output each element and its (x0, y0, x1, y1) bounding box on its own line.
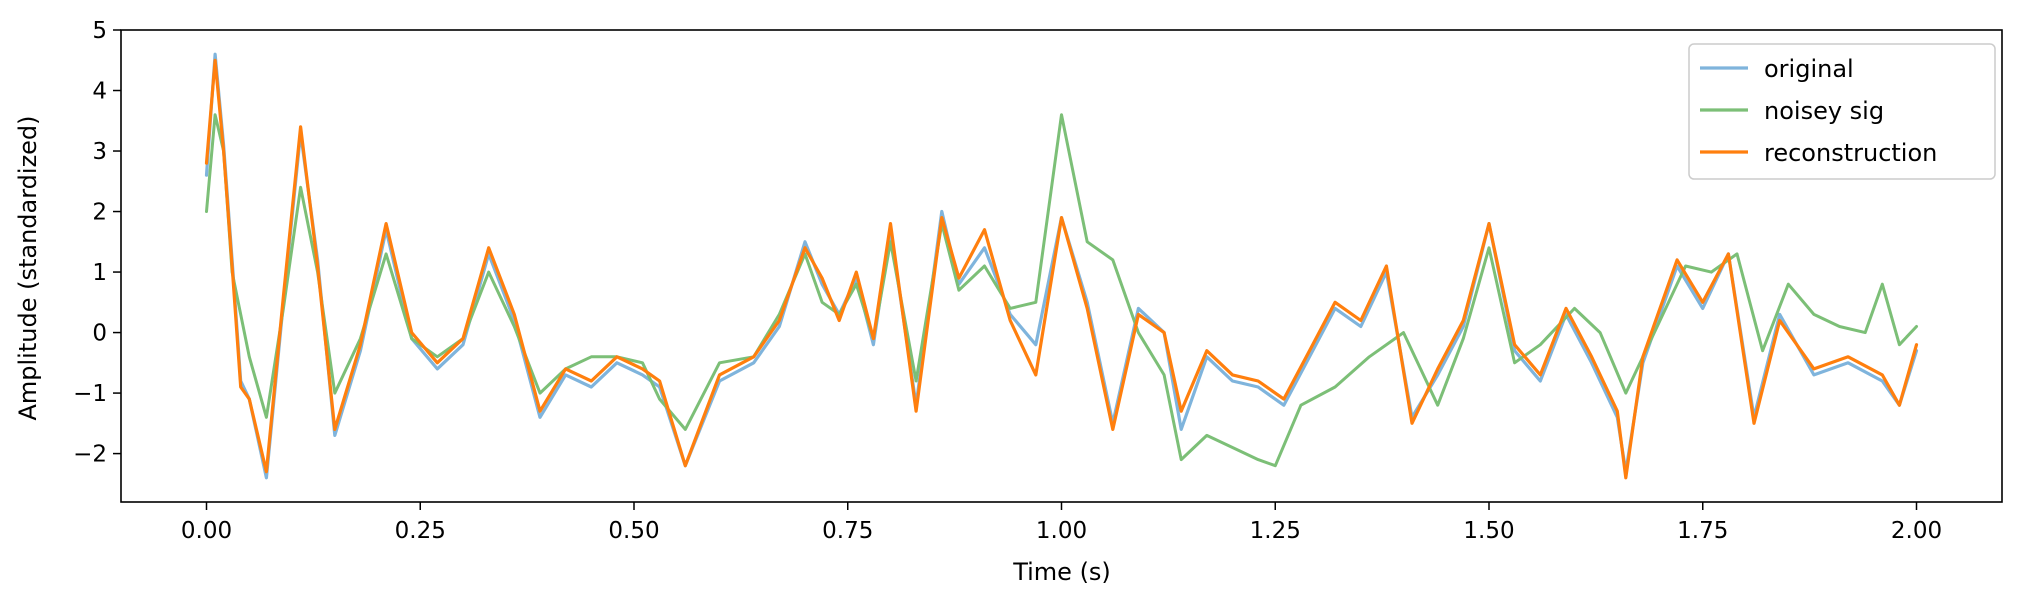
x-tick-label: 0.00 (181, 518, 232, 544)
x-tick-label: 1.75 (1677, 518, 1728, 544)
x-axis: 0.00 0.25 0.50 0.75 1.00 1.25 1.50 1.75 2.00 (181, 502, 1942, 544)
y-tick-label: −2 (73, 442, 107, 468)
y-tick-label: 3 (92, 139, 107, 165)
series-line-reconstruction (204, 58, 1919, 480)
x-tick-label: 0.50 (608, 518, 659, 544)
x-tick-label: 0.75 (822, 518, 873, 544)
x-tick-label: 0.25 (395, 518, 446, 544)
legend-label: reconstruction (1764, 139, 1937, 167)
x-tick-label: 1.50 (1463, 518, 1514, 544)
y-tick-label: −1 (73, 381, 107, 407)
legend: original noisey sig reconstruction (1688, 43, 1996, 180)
y-tick-label: 0 (92, 321, 107, 347)
y-tick-label: 2 (92, 200, 107, 226)
legend-label: noisey sig (1764, 97, 1884, 125)
y-tick-label: 1 (92, 260, 107, 286)
y-tick-label: 5 (92, 18, 107, 44)
x-axis-label: Time (s) (1012, 558, 1111, 586)
series-layer (204, 52, 1919, 480)
x-tick-label: 2.00 (1891, 518, 1942, 544)
y-axis: −2 −1 0 1 2 3 4 5 (73, 18, 121, 468)
y-tick-label: 4 (92, 79, 107, 105)
x-tick-label: 1.25 (1250, 518, 1301, 544)
series-line-noisey-sig (205, 113, 1918, 468)
x-tick-label: 1.00 (1036, 518, 1087, 544)
y-axis-label: Amplitude (standardized) (14, 115, 42, 420)
legend-frame (1688, 43, 1996, 180)
legend-label: original (1764, 55, 1854, 83)
